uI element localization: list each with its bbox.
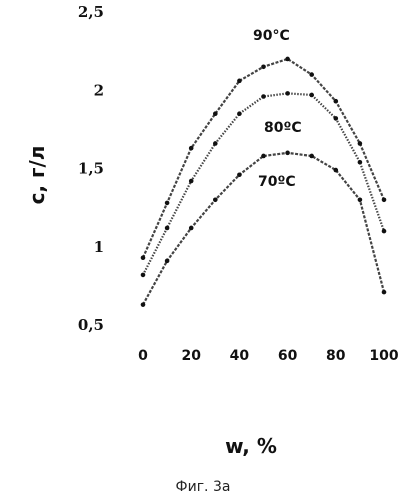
data-point-90c [141,255,146,260]
y-tick-label: 1 [94,238,104,256]
y-tick-label: 1,5 [78,160,104,178]
data-point-80c [382,229,387,234]
data-point-70c [165,259,170,264]
x-tick-label: 100 [369,348,398,364]
x-tick-label: 0 [138,348,148,364]
data-point-70c [261,154,266,159]
data-point-90c [213,111,218,116]
data-point-80c [261,94,266,99]
data-point-90c [309,72,314,77]
y-tick-label: 0,5 [78,316,104,334]
series-label-80c: 80ºC [264,120,302,136]
data-point-80c [213,141,218,146]
data-point-90c [285,57,290,62]
data-point-80c [189,179,194,184]
data-point-80c [141,273,146,278]
y-axis-title: c, г/л [25,146,49,205]
data-point-70c [237,172,242,177]
y-tick-label: 2,5 [78,3,104,21]
x-tick-label: 40 [230,348,250,364]
data-point-80c [358,160,363,165]
series-label-70c: 70ºC [258,174,296,190]
data-point-90c [165,201,170,206]
data-point-90c [358,141,363,146]
data-point-80c [165,226,170,231]
data-point-70c [213,198,218,203]
data-point-90c [334,99,339,104]
x-tick-label: 60 [278,348,298,364]
data-point-70c [358,198,363,203]
data-point-80c [309,93,314,98]
x-axis-title: w, % [225,434,277,458]
series-label-90c: 90°C [253,28,290,44]
data-point-80c [237,111,242,116]
data-point-70c [285,151,290,156]
data-point-90c [189,146,194,151]
data-point-70c [309,154,314,159]
data-point-70c [189,226,194,231]
y-axis-ticks: 2,5 2 1,5 1 0,5 [78,3,104,334]
x-axis-ticks: 0 20 40 60 80 100 [138,348,399,364]
data-point-80c [285,91,290,96]
data-point-90c [382,198,387,203]
y-tick-label: 2 [94,81,104,99]
series-line-90c [143,59,384,258]
x-tick-label: 80 [326,348,346,364]
x-tick-label: 20 [181,348,201,364]
data-point-90c [261,64,266,69]
data-point-70c [382,290,387,295]
data-point-70c [141,302,146,307]
data-point-70c [334,168,339,173]
data-point-90c [237,79,242,84]
figure-caption: Фиг. 3а [176,479,231,495]
data-point-80c [334,116,339,121]
